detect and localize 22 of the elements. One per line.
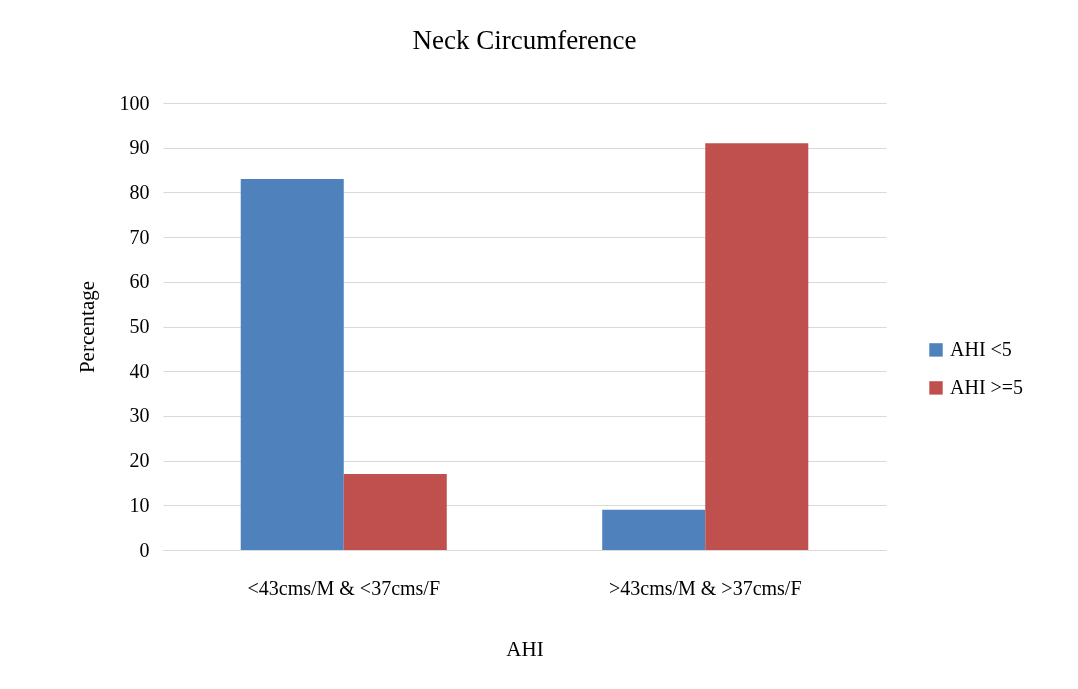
x-tick-label: <43cms/M & <37cms/F (247, 576, 441, 599)
x-tick-label: >43cms/M & >37cms/F (608, 576, 802, 599)
legend-label: AHI >=5 (950, 375, 1024, 398)
y-tick-label: 0 (139, 538, 150, 561)
legend-label: AHI <5 (950, 337, 1012, 360)
chart-title: Neck Circumference (412, 25, 637, 55)
x-axis-title: AHI (506, 636, 544, 661)
y-tick-label: 80 (129, 180, 150, 203)
y-tick-label: 70 (129, 225, 150, 248)
y-tick-label: 50 (129, 315, 150, 337)
y-tick-label: 60 (129, 270, 150, 293)
y-tick-label: 90 (129, 136, 150, 159)
y-tick-label: 10 (129, 493, 150, 516)
y-tick-label: 30 (129, 404, 150, 427)
y-tick-label: 40 (129, 359, 150, 382)
y-axis-title: Percentage (74, 280, 99, 374)
bar (705, 143, 809, 550)
y-tick-label: 20 (129, 449, 150, 472)
bar (343, 474, 447, 550)
bar (602, 509, 706, 550)
bar (240, 178, 344, 550)
y-tick-label: 100 (119, 91, 150, 114)
